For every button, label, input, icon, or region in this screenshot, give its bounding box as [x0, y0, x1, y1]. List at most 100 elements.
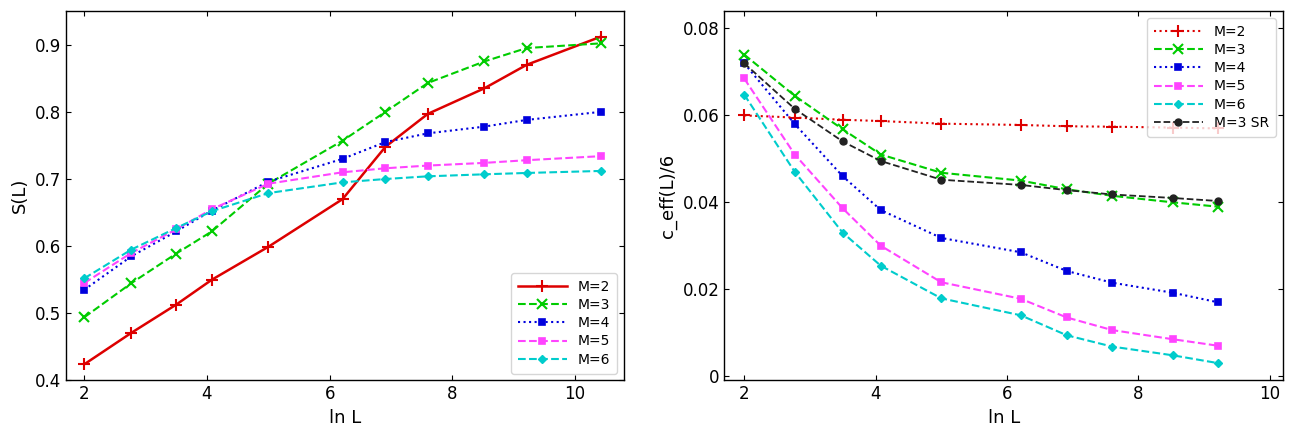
M=2 — [476, 86, 492, 91]
M=3 — [736, 52, 752, 57]
M=3 SR — [933, 177, 949, 182]
M=6 — [1165, 353, 1180, 358]
M=5 — [736, 76, 752, 81]
M=3 — [124, 280, 140, 286]
M=3 — [873, 152, 889, 157]
M=6 — [1058, 332, 1074, 338]
X-axis label: ln L: ln L — [329, 409, 361, 427]
Line: M=2: M=2 — [739, 110, 1223, 134]
M=5 — [378, 166, 393, 171]
M=4 — [204, 208, 220, 213]
M=4 — [787, 121, 802, 127]
M=5 — [787, 152, 802, 157]
M=6 — [835, 230, 850, 235]
M=4 — [1058, 268, 1074, 274]
M=2 — [1104, 124, 1119, 129]
M=4 — [260, 179, 276, 184]
M=3 SR — [1013, 182, 1029, 187]
M=3 — [1165, 200, 1180, 205]
M=6 — [1013, 313, 1029, 318]
M=3 — [378, 109, 393, 114]
M=3 SR — [835, 139, 850, 144]
M=4 — [1104, 280, 1119, 285]
M=6 — [1104, 344, 1119, 349]
Line: M=3 SR: M=3 SR — [740, 60, 1222, 205]
M=3 SR — [1210, 198, 1225, 204]
M=5 — [1210, 343, 1225, 348]
M=2 — [421, 111, 436, 117]
M=5 — [519, 158, 534, 163]
M=6 — [168, 226, 184, 231]
Line: M=4: M=4 — [80, 108, 604, 293]
M=3 SR — [736, 60, 752, 66]
M=6 — [593, 168, 608, 173]
M=3 — [168, 251, 184, 256]
M=6 — [787, 169, 802, 174]
M=5 — [1058, 315, 1074, 320]
M=4 — [76, 287, 92, 293]
M=2 — [835, 117, 850, 122]
Y-axis label: c_eff(L)/6: c_eff(L)/6 — [659, 154, 677, 238]
M=5 — [204, 207, 220, 212]
M=6 — [933, 296, 949, 301]
M=6 — [124, 247, 140, 252]
Line: M=4: M=4 — [740, 60, 1222, 306]
M=3 — [1104, 193, 1119, 198]
M=5 — [873, 243, 889, 248]
M=6 — [476, 172, 492, 177]
M=3 — [519, 46, 534, 51]
M=2 — [787, 115, 802, 120]
M=2 — [76, 362, 92, 367]
M=2 — [335, 197, 351, 202]
M=6 — [260, 191, 276, 196]
M=3 — [1013, 178, 1029, 183]
Legend: M=2, M=3, M=4, M=5, M=6: M=2, M=3, M=4, M=5, M=6 — [511, 273, 617, 374]
M=2 — [168, 302, 184, 307]
M=4 — [519, 117, 534, 123]
M=2 — [593, 34, 608, 39]
M=2 — [933, 121, 949, 126]
M=5 — [421, 163, 436, 168]
M=6 — [76, 276, 92, 281]
M=3 — [335, 138, 351, 143]
M=5 — [1165, 336, 1180, 342]
M=2 — [1013, 122, 1029, 127]
M=4 — [335, 156, 351, 162]
M=2 — [1165, 125, 1180, 130]
Y-axis label: S(L): S(L) — [12, 178, 28, 213]
M=3 — [1210, 204, 1225, 209]
M=2 — [736, 113, 752, 118]
Line: M=6: M=6 — [82, 168, 604, 281]
M=6 — [1210, 360, 1225, 366]
M=2 — [519, 62, 534, 67]
M=3 — [421, 80, 436, 85]
M=6 — [736, 92, 752, 97]
X-axis label: ln L: ln L — [987, 409, 1020, 427]
M=3 — [787, 93, 802, 99]
M=4 — [1013, 250, 1029, 255]
M=4 — [124, 254, 140, 259]
M=6 — [519, 170, 534, 176]
M=3 SR — [787, 106, 802, 112]
M=6 — [204, 208, 220, 214]
Line: M=2: M=2 — [79, 31, 607, 370]
M=5 — [835, 206, 850, 211]
M=4 — [378, 139, 393, 145]
M=6 — [378, 177, 393, 182]
M=3 SR — [1058, 187, 1074, 193]
M=2 — [204, 277, 220, 283]
M=5 — [124, 250, 140, 255]
M=4 — [736, 60, 752, 66]
Line: M=5: M=5 — [80, 153, 604, 286]
Line: M=3: M=3 — [739, 49, 1223, 212]
M=2 — [873, 118, 889, 124]
M=5 — [1013, 296, 1029, 301]
M=4 — [593, 109, 608, 114]
M=3 — [476, 59, 492, 64]
Line: M=3: M=3 — [79, 39, 606, 322]
M=3 — [933, 170, 949, 175]
M=5 — [168, 227, 184, 232]
M=6 — [421, 174, 436, 179]
Line: M=6: M=6 — [741, 92, 1220, 366]
M=2 — [378, 144, 393, 149]
